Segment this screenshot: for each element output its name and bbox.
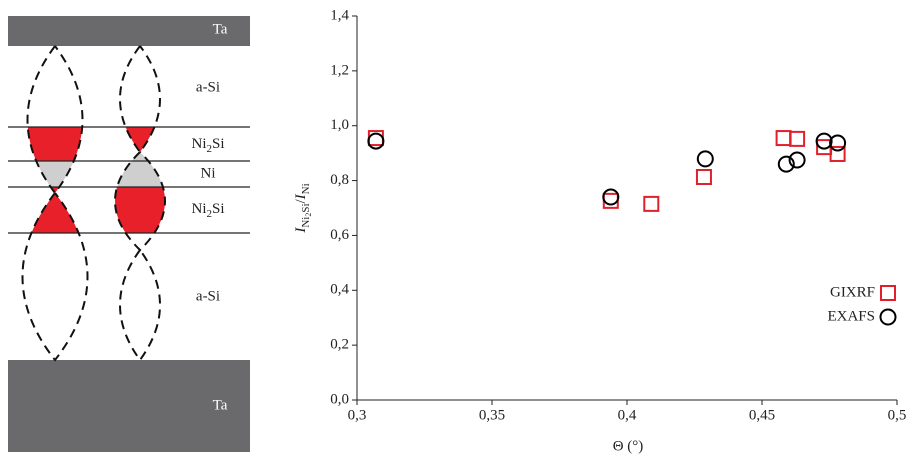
y-tick-label: 0,0 <box>330 391 349 407</box>
y-tick-label: 1,2 <box>330 62 349 78</box>
lenses <box>21 45 166 362</box>
point <box>696 150 714 168</box>
x-axis-label: Θ (°) <box>613 438 644 454</box>
point <box>789 130 806 147</box>
label-part: Ni <box>191 136 206 152</box>
label-part: / <box>293 198 309 203</box>
label-part: Si <box>212 136 225 152</box>
legend-marker <box>879 308 897 326</box>
x-tick-label: 0,3 <box>348 407 367 423</box>
label-part: 2 <box>206 208 212 220</box>
point <box>829 145 846 162</box>
y-tick-label: 0,4 <box>330 282 349 298</box>
label-part: I <box>293 193 309 200</box>
y-axis-label: INi2Si/INi <box>293 183 312 233</box>
legend-label: EXAFS <box>827 308 875 324</box>
label-part: 2 <box>304 213 313 217</box>
x-tick-label: 0,45 <box>749 407 775 423</box>
fill <box>27 127 83 161</box>
point <box>643 195 660 212</box>
point <box>695 169 712 186</box>
layer-label: Ta <box>213 397 228 413</box>
label-part: Ni <box>300 217 312 228</box>
fill <box>115 152 165 187</box>
label-part: Si <box>212 201 225 217</box>
y-tick-label: 0,6 <box>330 227 349 243</box>
point <box>602 188 620 206</box>
layer-label: a-Si <box>196 288 220 304</box>
label-part: Si <box>300 203 312 212</box>
x-tick-label: 0,5 <box>888 407 907 423</box>
point <box>815 132 833 150</box>
lens <box>119 249 161 362</box>
label-part: Ni <box>191 201 206 217</box>
lens <box>21 192 89 362</box>
ta-top <box>8 16 250 46</box>
layer-lines <box>8 126 250 234</box>
legend-label: GIXRF <box>830 284 875 300</box>
x-tick-label: 0,35 <box>479 407 505 423</box>
fill <box>115 187 165 233</box>
layer-label: Ni <box>201 165 216 181</box>
fill <box>22 193 88 233</box>
y-tick-label: 0,2 <box>330 337 349 353</box>
point <box>367 132 385 150</box>
fill <box>27 187 83 193</box>
layer-diagram: Ta a-Si Ni2Si Ni Ni2Si a-Si Ta <box>8 16 250 452</box>
x-tick-label: 0,4 <box>618 407 637 423</box>
label-part: 2 <box>206 143 212 155</box>
layer-label: Ta <box>213 21 228 37</box>
label-part: Ni <box>300 183 312 194</box>
ta-bottom <box>8 360 250 452</box>
point <box>788 151 806 169</box>
legend-marker <box>880 285 896 301</box>
y-tick-label: 0,8 <box>330 172 349 188</box>
lens <box>26 45 84 195</box>
y-tick-label: 1,4 <box>330 7 349 23</box>
point <box>777 155 795 173</box>
layer-label: Ni2Si <box>191 201 224 219</box>
fills <box>22 127 165 233</box>
fill <box>27 161 83 187</box>
point <box>829 134 847 152</box>
y-tick-label: 1,0 <box>330 117 349 133</box>
lens <box>119 45 161 154</box>
label-part: I <box>293 227 309 234</box>
point <box>602 192 619 209</box>
layer-label: a-Si <box>196 79 220 95</box>
point <box>775 130 792 147</box>
layer-label: Ni2Si <box>191 136 224 154</box>
